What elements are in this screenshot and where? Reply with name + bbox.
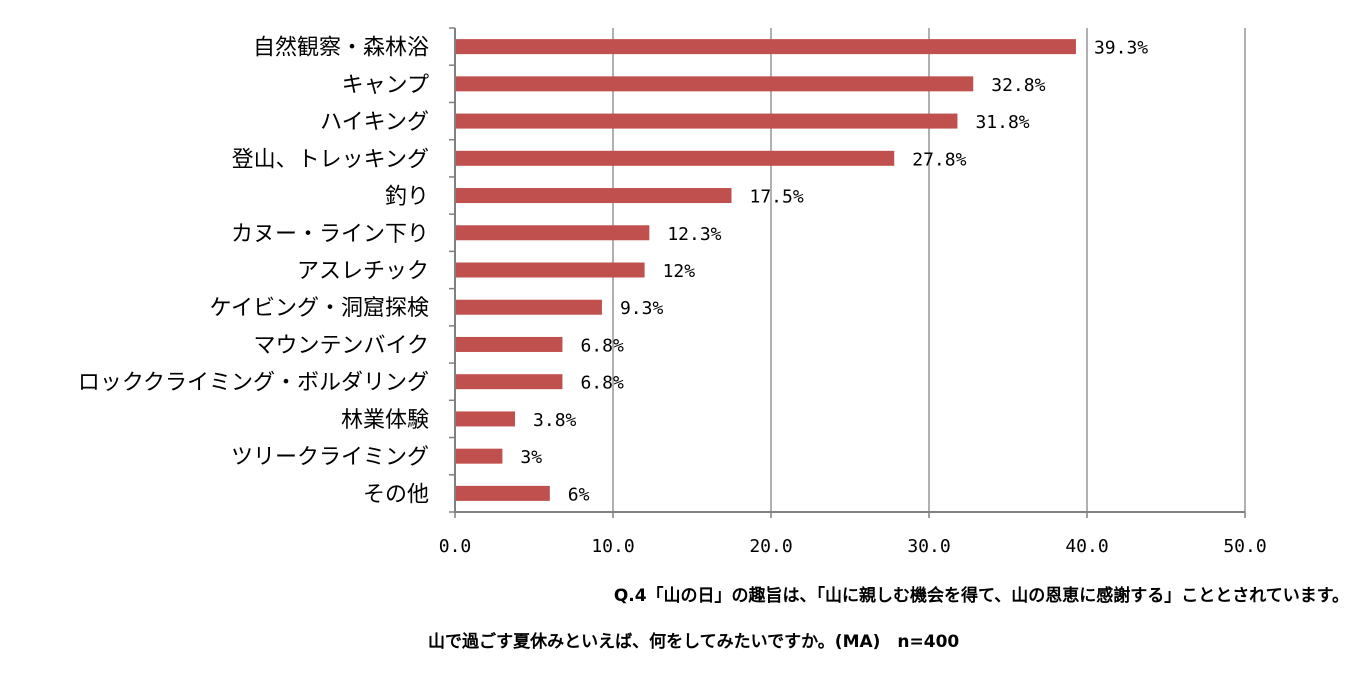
- data-label: 6%: [568, 484, 590, 505]
- bar: [455, 39, 1076, 55]
- data-label: 6.8%: [580, 373, 624, 394]
- bars: [455, 39, 1076, 501]
- data-label: 17.5%: [750, 187, 804, 208]
- data-label: 6.8%: [580, 335, 624, 356]
- bar: [455, 76, 974, 92]
- category-label: ツリークライミング: [231, 445, 429, 470]
- category-label: 釣り: [385, 185, 429, 210]
- bar: [455, 150, 895, 166]
- x-tick-label: 50.0: [1223, 536, 1266, 557]
- chart-caption-subquestion: 山で過ごす夏休みといえば、何をしてみたいですか。(MA) n=400: [428, 632, 960, 652]
- bar: [455, 299, 602, 315]
- category-label: 自然観察・森林浴: [253, 36, 429, 61]
- x-tick-label: 20.0: [749, 536, 792, 557]
- category-label: アスレチック: [297, 259, 429, 284]
- bar: [455, 225, 650, 241]
- data-label: 12.3%: [667, 224, 721, 245]
- category-label: ロッククライミング・ボルダリング: [78, 371, 429, 396]
- category-label: ケイビング・洞窟探検: [209, 296, 429, 321]
- axes: [449, 27, 1246, 518]
- bar: [455, 411, 516, 427]
- category-label: マウンテンバイク: [253, 333, 429, 358]
- value-labels: 39.3% 32.8% 31.8% 27.8% 17.5% 12.3% 12% 9.3% 6.8…: [520, 38, 1148, 506]
- bar: [455, 485, 550, 501]
- data-label: 12%: [663, 261, 696, 282]
- bar: [455, 188, 732, 204]
- data-label: 3%: [520, 447, 542, 468]
- category-label: キャンプ: [342, 73, 429, 98]
- chart-caption-question: Q.4「山の日」の趣旨は、「山に親しむ機会を得て、山の恩恵に感謝する」こととされ…: [613, 586, 1349, 606]
- x-tick-label: 10.0: [591, 536, 634, 557]
- x-tick-label: 30.0: [907, 536, 950, 557]
- bar-chart: 自然観察・森林浴キャンプハイキング登山、トレッキング釣りカヌー・ライン下りアスレ…: [78, 27, 1267, 557]
- data-label: 31.8%: [975, 112, 1029, 133]
- category-label: 林業体験: [341, 408, 429, 433]
- data-label: 9.3%: [620, 298, 664, 319]
- x-tick-label: 40.0: [1065, 536, 1108, 557]
- category-label: その他: [363, 482, 429, 507]
- data-label: 32.8%: [991, 75, 1045, 96]
- bar: [455, 262, 645, 278]
- x-tick-labels: 0.0 10.0 20.0 30.0 40.0 50.0: [439, 536, 1267, 557]
- category-label: 登山、トレッキング: [232, 147, 429, 172]
- category-label: カヌー・ライン下り: [231, 222, 429, 247]
- category-labels: 自然観察・森林浴キャンプハイキング登山、トレッキング釣りカヌー・ライン下りアスレ…: [78, 36, 429, 508]
- data-label: 3.8%: [533, 410, 577, 431]
- bar: [455, 374, 563, 390]
- bar: [455, 448, 503, 464]
- data-label: 27.8%: [912, 149, 966, 170]
- data-label: 39.3%: [1094, 38, 1148, 59]
- gridlines: [612, 28, 1246, 512]
- category-label: ハイキング: [320, 110, 429, 135]
- bar: [455, 336, 563, 352]
- x-tick-label: 0.0: [439, 536, 472, 557]
- bar: [455, 113, 958, 129]
